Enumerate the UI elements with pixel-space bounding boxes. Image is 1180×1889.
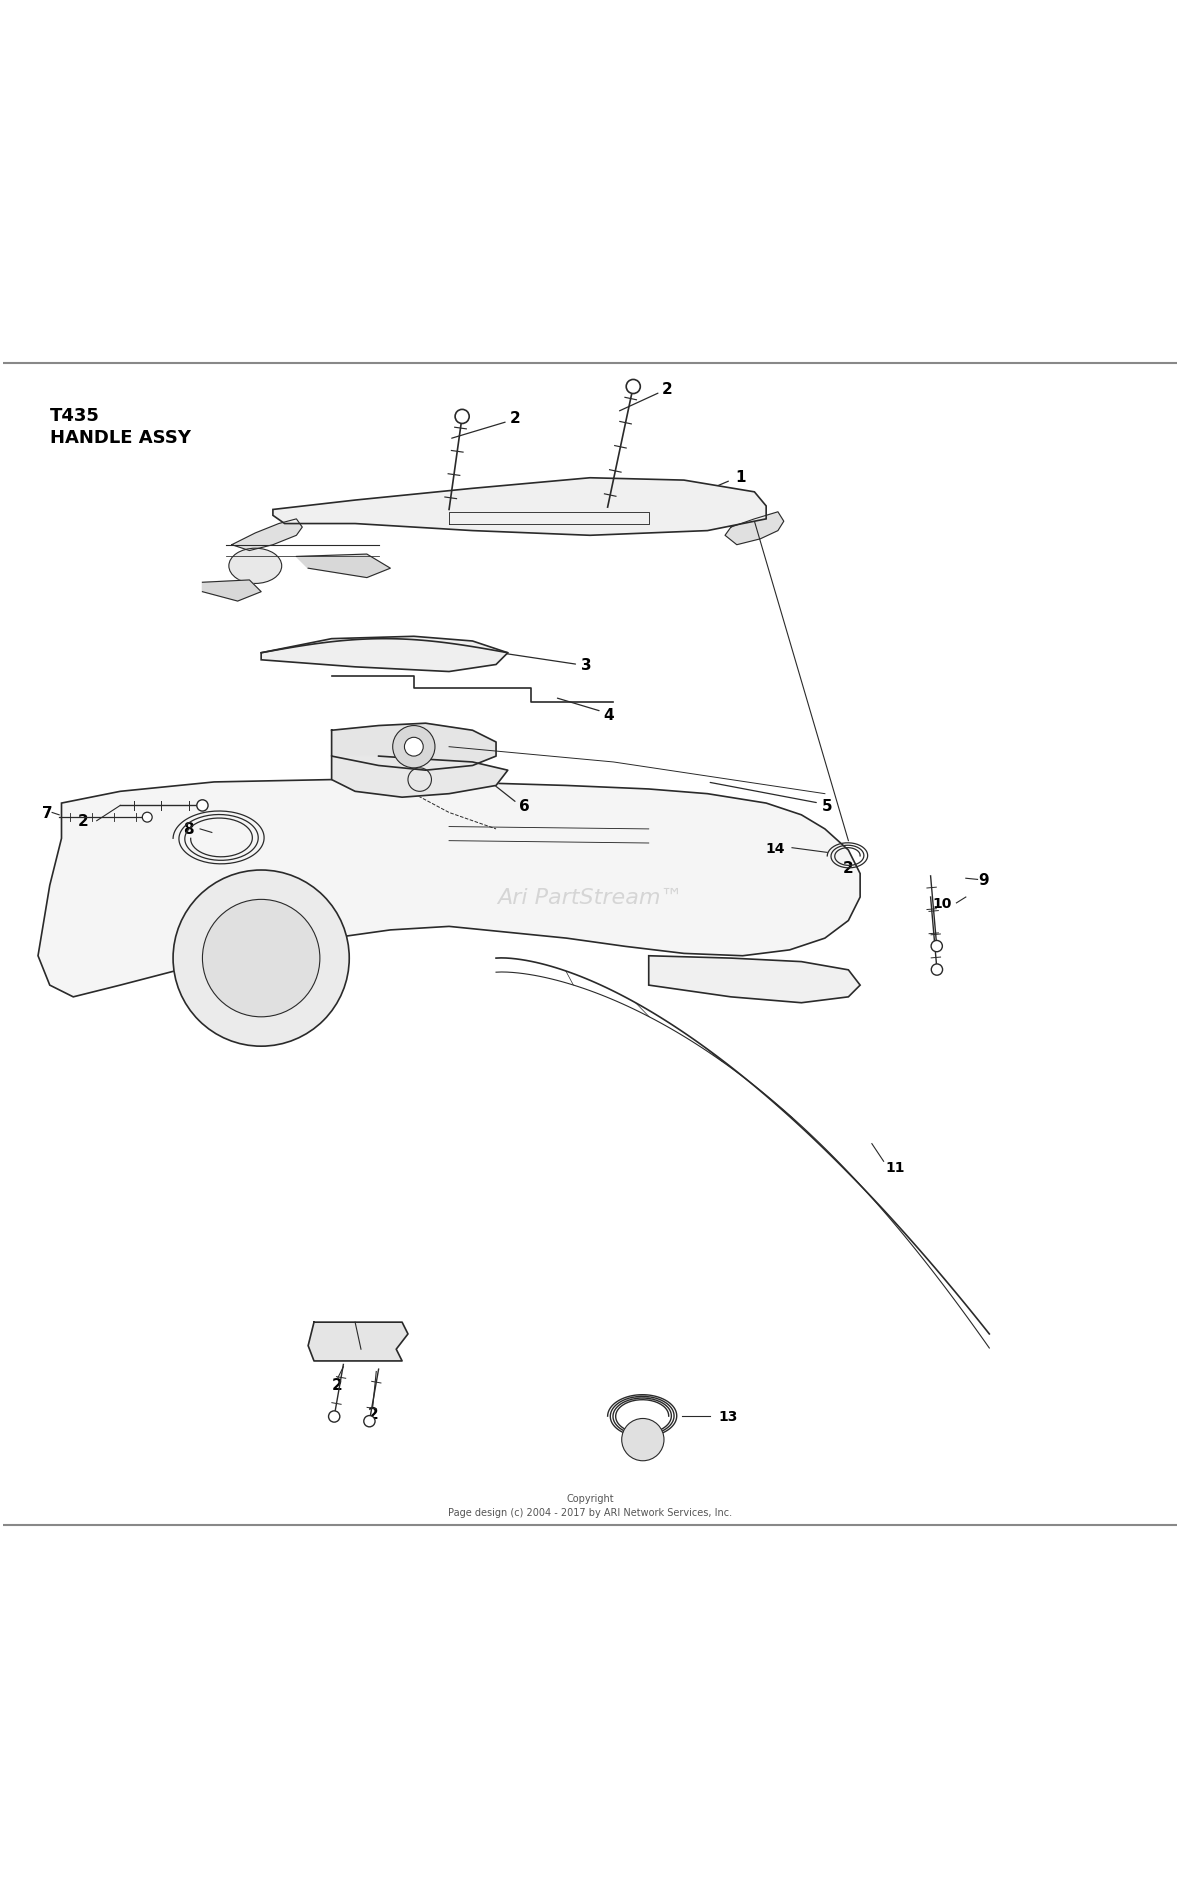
Text: 8: 8 bbox=[183, 822, 194, 837]
Text: 1: 1 bbox=[735, 470, 746, 485]
Circle shape bbox=[363, 1417, 375, 1426]
Text: 2: 2 bbox=[662, 382, 673, 397]
Circle shape bbox=[931, 965, 943, 977]
Text: 11: 11 bbox=[886, 1160, 905, 1175]
Text: Ari PartStream™: Ari PartStream™ bbox=[497, 888, 683, 907]
Polygon shape bbox=[725, 512, 784, 546]
Polygon shape bbox=[261, 637, 507, 672]
Text: Copyright
Page design (c) 2004 - 2017 by ARI Network Services, Inc.: Copyright Page design (c) 2004 - 2017 by… bbox=[448, 1494, 732, 1517]
Circle shape bbox=[143, 812, 152, 822]
Text: 6: 6 bbox=[519, 799, 530, 814]
Polygon shape bbox=[203, 580, 261, 603]
Text: 3: 3 bbox=[582, 657, 592, 672]
Text: 9: 9 bbox=[978, 873, 989, 888]
Text: 2: 2 bbox=[77, 814, 88, 829]
Text: 4: 4 bbox=[603, 708, 614, 723]
Text: 2: 2 bbox=[510, 412, 520, 427]
Text: T435
HANDLE ASSY: T435 HANDLE ASSY bbox=[50, 406, 191, 448]
Text: 7: 7 bbox=[42, 805, 53, 820]
Text: 12: 12 bbox=[352, 1334, 371, 1349]
Polygon shape bbox=[231, 519, 302, 552]
Circle shape bbox=[622, 1419, 664, 1460]
Text: 13: 13 bbox=[719, 1409, 739, 1424]
Circle shape bbox=[197, 801, 208, 812]
Polygon shape bbox=[273, 478, 766, 536]
Polygon shape bbox=[38, 780, 860, 997]
Text: 5: 5 bbox=[822, 799, 833, 814]
Polygon shape bbox=[296, 555, 391, 578]
Text: 2: 2 bbox=[367, 1407, 378, 1422]
Circle shape bbox=[393, 725, 435, 769]
Polygon shape bbox=[332, 723, 496, 771]
Circle shape bbox=[455, 410, 470, 425]
Polygon shape bbox=[308, 1322, 408, 1362]
Text: 14: 14 bbox=[766, 841, 786, 856]
Polygon shape bbox=[332, 757, 507, 797]
Circle shape bbox=[173, 871, 349, 1047]
Circle shape bbox=[328, 1411, 340, 1422]
Circle shape bbox=[203, 899, 320, 1018]
Ellipse shape bbox=[229, 550, 282, 584]
Circle shape bbox=[627, 380, 641, 395]
Text: 10: 10 bbox=[932, 897, 952, 910]
Text: 2: 2 bbox=[332, 1377, 343, 1392]
Circle shape bbox=[931, 941, 943, 952]
Polygon shape bbox=[649, 956, 860, 1003]
Text: 2: 2 bbox=[843, 861, 854, 876]
Circle shape bbox=[405, 739, 424, 757]
